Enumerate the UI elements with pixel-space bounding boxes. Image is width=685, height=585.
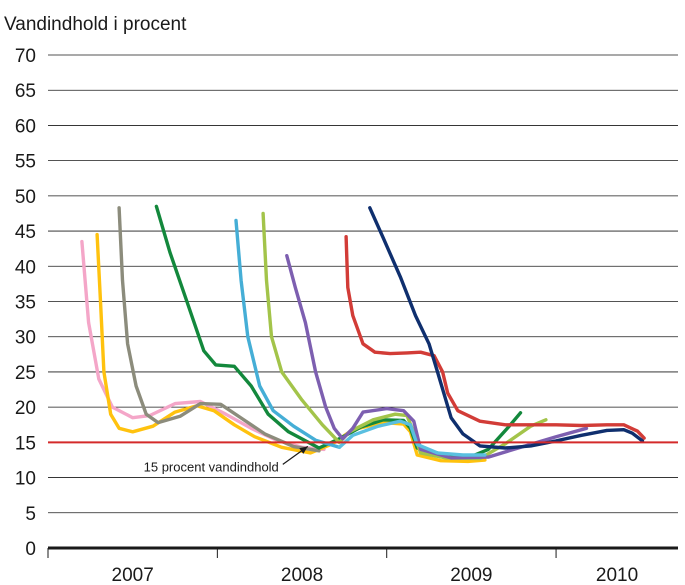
annotation-label: 15 procent vandindhold bbox=[144, 459, 279, 474]
y-tick-label: 10 bbox=[15, 469, 36, 490]
x-tick-label: 2008 bbox=[281, 565, 323, 585]
series-line-8 bbox=[344, 235, 646, 440]
series-line-3 bbox=[117, 206, 321, 453]
y-tick-label: 45 bbox=[15, 222, 36, 243]
y-tick-label: 65 bbox=[15, 81, 36, 102]
y-axis-label: Vandindhold i procent bbox=[4, 14, 187, 35]
y-tick-label: 35 bbox=[15, 293, 36, 314]
y-tick-label: 25 bbox=[15, 363, 36, 384]
x-tick-label: 2009 bbox=[450, 565, 492, 585]
y-tick-label: 15 bbox=[15, 433, 36, 454]
series-line-7 bbox=[285, 254, 589, 460]
y-tick-label: 50 bbox=[15, 187, 36, 208]
series-line-4 bbox=[154, 204, 523, 459]
annotation: 15 procent vandindhold bbox=[144, 445, 309, 474]
y-tick-label: 40 bbox=[15, 257, 36, 278]
series-lines bbox=[80, 204, 646, 464]
y-tick-label: 20 bbox=[15, 398, 36, 419]
series-line-10 bbox=[337, 419, 487, 457]
y-tick-label: 70 bbox=[15, 46, 36, 67]
series-line-5 bbox=[234, 218, 341, 449]
x-tick-label: 2010 bbox=[596, 565, 638, 585]
gridlines bbox=[48, 54, 678, 514]
y-tick-labels: 0 5 10 15 20 25 30 35 40 45 50 55 60 65 70 bbox=[15, 46, 36, 560]
y-tick-label: 30 bbox=[15, 328, 36, 349]
y-tick-label: 5 bbox=[25, 504, 36, 525]
y-tick-label: 60 bbox=[15, 116, 36, 137]
series-line-9 bbox=[368, 206, 645, 450]
y-tick-label: 0 bbox=[25, 539, 36, 560]
x-tick-label: 2007 bbox=[112, 565, 154, 585]
x-axis: 2007 2008 2009 2010 bbox=[47, 546, 678, 585]
annotation-arrowhead bbox=[299, 446, 308, 454]
y-tick-label: 55 bbox=[15, 152, 36, 173]
